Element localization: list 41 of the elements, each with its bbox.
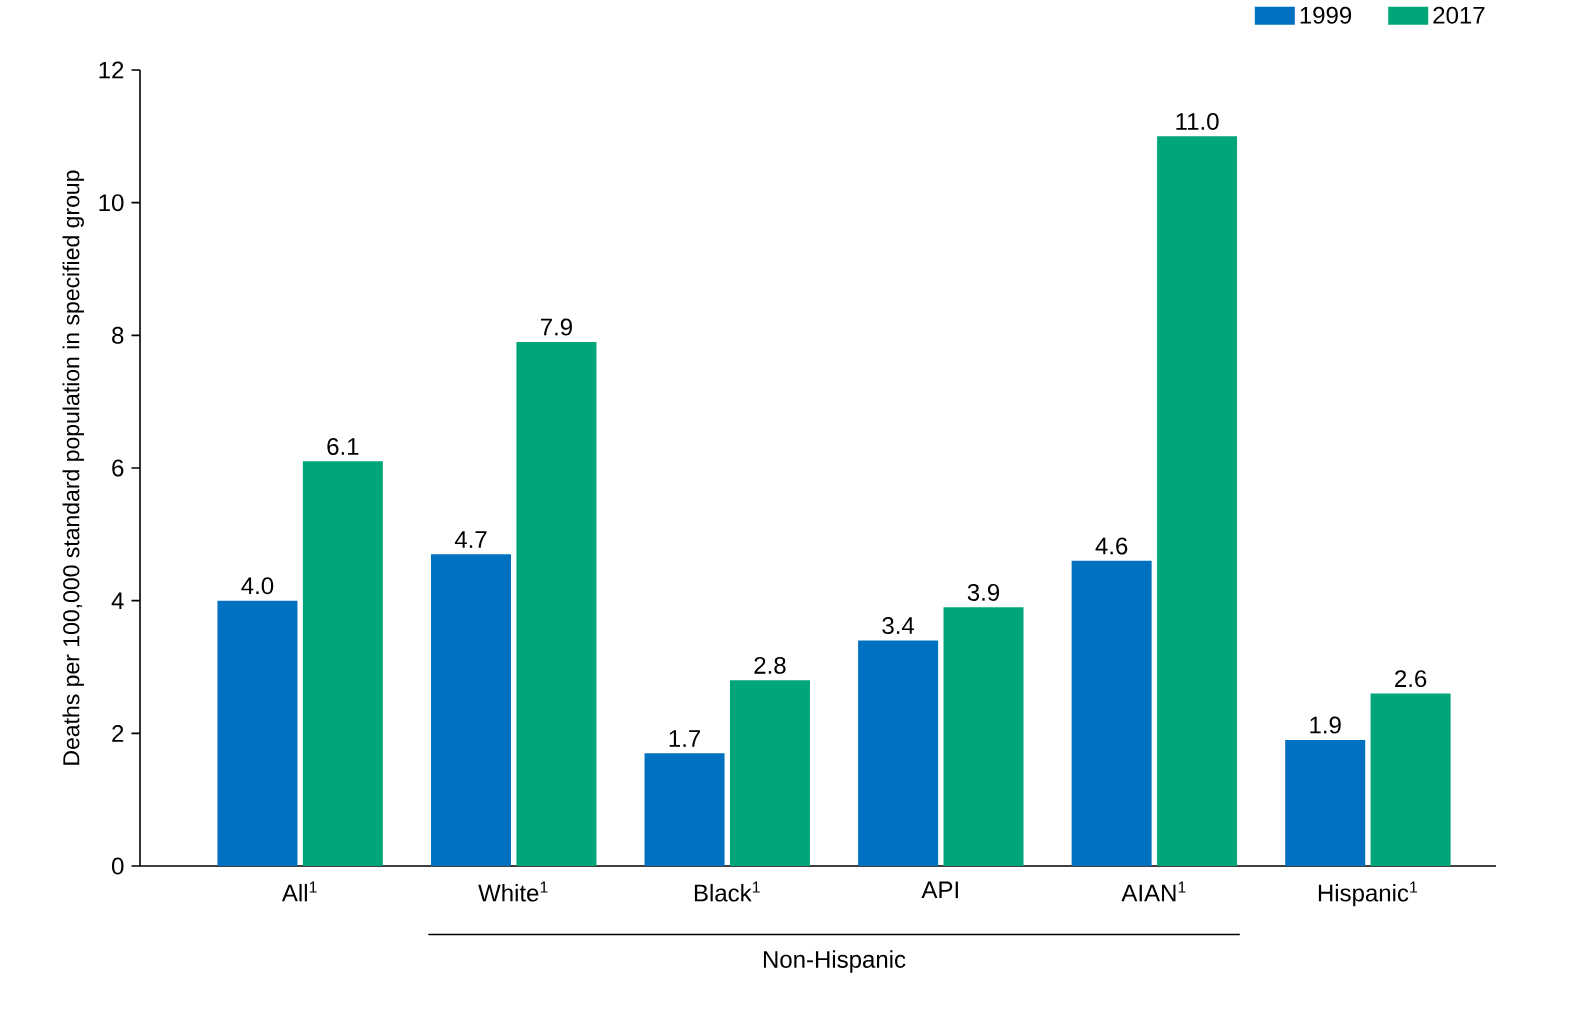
bar [1071,560,1152,867]
bar [516,341,597,867]
data-label: 7.9 [540,318,572,336]
data-label: 1.7 [669,730,701,747]
x-tick-label: White$^{1}$ [478,881,548,902]
x-tick-label: All$^{1}$ [281,881,317,902]
data-label: 6.1 [327,437,359,455]
data-label: 3.9 [967,583,1000,601]
x-tick-label: API [921,881,958,899]
y-tick-label: 10 [99,194,124,212]
y-tick-label: 6 [112,459,124,477]
data-label: 2.6 [1395,670,1427,688]
bar [1285,739,1366,867]
bar [302,461,383,867]
y-axis-title: Deaths per 100,000 standard population in specified group [62,170,84,765]
y-tick-label: 4 [111,592,124,609]
data-label: 4.6 [1095,537,1128,555]
y-tick-label: 2 [112,724,124,742]
data-label: 4.7 [454,531,487,548]
bar [644,753,725,867]
bar [943,607,1024,867]
data-label: 4.0 [241,577,274,595]
bar [1370,693,1451,867]
bar [858,640,939,867]
x-tick-label: Hispanic$^{1}$ [1318,881,1418,907]
x-tick-label: AIAN$^{1}$ [1121,881,1186,902]
bar [729,680,810,867]
legend-label: 2017 [1433,6,1485,24]
y-tick-label: 0 [112,857,124,875]
legend-label: 1999 [1300,6,1352,24]
bar [217,600,298,867]
y-tick-label: 12 [99,61,124,79]
y-tick-label: 8 [112,326,124,344]
data-label: 1.9 [1310,716,1341,734]
bar [1157,136,1238,867]
data-label: 11.0 [1176,112,1219,130]
data-label: 3.4 [882,617,915,635]
bar [431,554,511,867]
x-tick-label: Black$^{1}$ [694,881,760,902]
data-label: 2.8 [754,656,786,674]
text: Non-Hispanic [763,950,906,973]
